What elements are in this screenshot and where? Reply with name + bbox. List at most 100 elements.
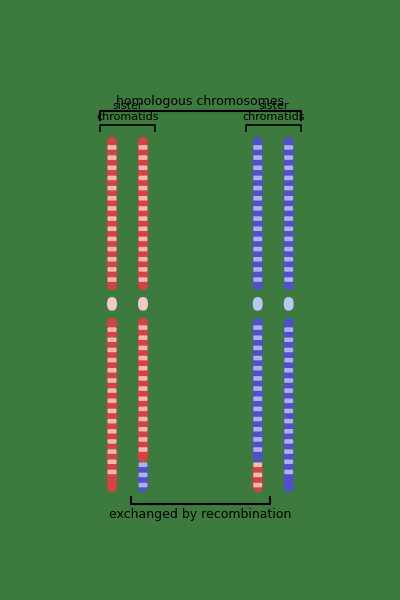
FancyBboxPatch shape	[284, 226, 293, 231]
Text: sister
chromatids: sister chromatids	[96, 101, 159, 122]
FancyBboxPatch shape	[253, 206, 262, 211]
FancyBboxPatch shape	[284, 398, 293, 403]
FancyBboxPatch shape	[284, 460, 293, 464]
FancyBboxPatch shape	[108, 176, 116, 180]
FancyBboxPatch shape	[108, 186, 116, 190]
FancyBboxPatch shape	[108, 409, 116, 413]
FancyBboxPatch shape	[253, 166, 262, 170]
FancyBboxPatch shape	[108, 277, 116, 282]
FancyBboxPatch shape	[108, 236, 116, 241]
FancyBboxPatch shape	[108, 398, 116, 403]
FancyBboxPatch shape	[253, 257, 262, 262]
FancyBboxPatch shape	[138, 297, 148, 311]
FancyBboxPatch shape	[138, 186, 148, 190]
FancyBboxPatch shape	[253, 437, 262, 442]
FancyBboxPatch shape	[284, 176, 293, 180]
FancyBboxPatch shape	[138, 257, 148, 262]
FancyBboxPatch shape	[138, 397, 148, 401]
FancyBboxPatch shape	[108, 378, 116, 383]
FancyBboxPatch shape	[108, 155, 116, 160]
FancyBboxPatch shape	[108, 460, 116, 464]
FancyBboxPatch shape	[253, 463, 263, 493]
FancyBboxPatch shape	[284, 196, 293, 200]
FancyBboxPatch shape	[138, 247, 148, 251]
FancyBboxPatch shape	[138, 166, 148, 170]
FancyBboxPatch shape	[284, 388, 293, 393]
FancyBboxPatch shape	[138, 356, 148, 361]
FancyBboxPatch shape	[107, 297, 117, 311]
FancyBboxPatch shape	[138, 137, 148, 290]
FancyBboxPatch shape	[108, 166, 116, 170]
FancyBboxPatch shape	[253, 277, 262, 282]
FancyBboxPatch shape	[284, 378, 293, 383]
FancyBboxPatch shape	[253, 366, 262, 371]
FancyBboxPatch shape	[253, 335, 262, 340]
FancyBboxPatch shape	[253, 236, 262, 241]
FancyBboxPatch shape	[284, 277, 293, 282]
FancyBboxPatch shape	[284, 347, 293, 352]
FancyBboxPatch shape	[253, 176, 262, 180]
FancyBboxPatch shape	[284, 368, 293, 373]
FancyBboxPatch shape	[108, 358, 116, 362]
FancyBboxPatch shape	[138, 463, 148, 467]
FancyBboxPatch shape	[253, 216, 262, 221]
FancyBboxPatch shape	[253, 407, 262, 411]
FancyBboxPatch shape	[284, 257, 293, 262]
FancyBboxPatch shape	[108, 267, 116, 272]
FancyBboxPatch shape	[138, 463, 148, 493]
FancyBboxPatch shape	[107, 137, 117, 290]
FancyBboxPatch shape	[253, 463, 262, 467]
FancyBboxPatch shape	[253, 346, 262, 350]
FancyBboxPatch shape	[284, 155, 293, 160]
FancyBboxPatch shape	[253, 325, 262, 330]
FancyBboxPatch shape	[138, 226, 148, 231]
FancyBboxPatch shape	[138, 437, 148, 442]
FancyBboxPatch shape	[284, 409, 293, 413]
FancyBboxPatch shape	[138, 267, 148, 272]
FancyBboxPatch shape	[108, 368, 116, 373]
FancyBboxPatch shape	[138, 317, 148, 463]
FancyBboxPatch shape	[253, 196, 262, 200]
Text: homologous chromosomes: homologous chromosomes	[116, 95, 284, 107]
FancyBboxPatch shape	[253, 447, 262, 452]
FancyBboxPatch shape	[138, 155, 148, 160]
FancyBboxPatch shape	[284, 419, 293, 424]
FancyBboxPatch shape	[284, 297, 294, 311]
FancyBboxPatch shape	[108, 470, 116, 474]
FancyBboxPatch shape	[284, 338, 293, 342]
FancyBboxPatch shape	[138, 346, 148, 350]
FancyBboxPatch shape	[284, 267, 293, 272]
FancyBboxPatch shape	[253, 356, 262, 361]
FancyBboxPatch shape	[284, 439, 293, 444]
FancyBboxPatch shape	[284, 137, 294, 290]
FancyBboxPatch shape	[108, 196, 116, 200]
FancyBboxPatch shape	[108, 247, 116, 251]
FancyBboxPatch shape	[253, 267, 262, 272]
FancyBboxPatch shape	[253, 386, 262, 391]
FancyBboxPatch shape	[253, 137, 263, 290]
FancyBboxPatch shape	[138, 473, 148, 477]
FancyBboxPatch shape	[138, 325, 148, 330]
FancyBboxPatch shape	[138, 277, 148, 282]
FancyBboxPatch shape	[253, 473, 262, 477]
FancyBboxPatch shape	[253, 427, 262, 431]
FancyBboxPatch shape	[138, 335, 148, 340]
FancyBboxPatch shape	[253, 247, 262, 251]
FancyBboxPatch shape	[108, 439, 116, 444]
FancyBboxPatch shape	[108, 388, 116, 393]
FancyBboxPatch shape	[284, 328, 293, 332]
FancyBboxPatch shape	[284, 206, 293, 211]
FancyBboxPatch shape	[138, 236, 148, 241]
FancyBboxPatch shape	[108, 347, 116, 352]
FancyBboxPatch shape	[108, 449, 116, 454]
FancyBboxPatch shape	[253, 297, 263, 311]
FancyBboxPatch shape	[284, 166, 293, 170]
FancyBboxPatch shape	[138, 376, 148, 380]
FancyBboxPatch shape	[108, 328, 116, 332]
FancyBboxPatch shape	[284, 470, 293, 474]
FancyBboxPatch shape	[253, 317, 263, 463]
FancyBboxPatch shape	[284, 247, 293, 251]
FancyBboxPatch shape	[138, 176, 148, 180]
FancyBboxPatch shape	[108, 419, 116, 424]
FancyBboxPatch shape	[284, 236, 293, 241]
